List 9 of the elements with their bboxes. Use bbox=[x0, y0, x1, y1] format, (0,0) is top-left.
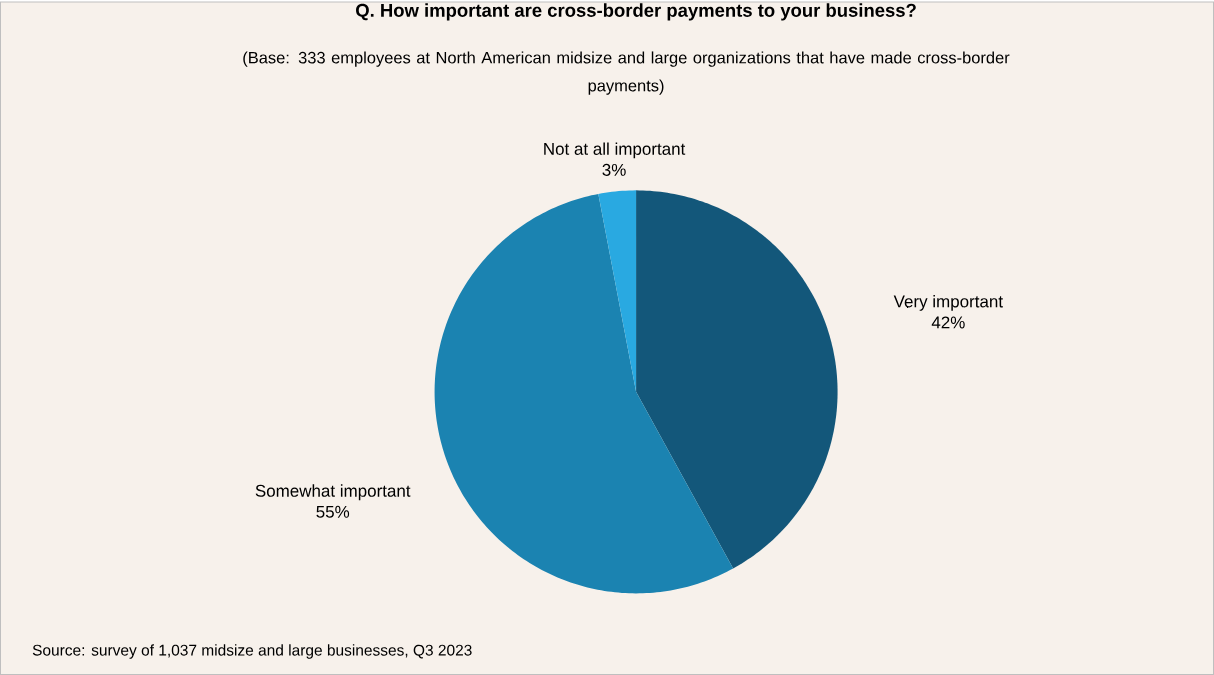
chart-subtitle: (Base: 333 employees at North American midsize and large organizations that have made cross-border payments) bbox=[243, 51, 1010, 95]
slice-label: Not at all important bbox=[544, 142, 686, 159]
data-label: 42% bbox=[931, 316, 965, 329]
slice-label: Very important bbox=[893, 294, 1003, 311]
data-label: 55% bbox=[316, 505, 350, 518]
chart-title: Q. How important are cross-border payments to your business? bbox=[356, 3, 916, 21]
source-note: Source: survey of 1,037 midsize and large businesses, Q3 2023 bbox=[32, 644, 472, 659]
data-label: 3% bbox=[602, 163, 626, 176]
slice-label: Somewhat important bbox=[255, 484, 411, 501]
